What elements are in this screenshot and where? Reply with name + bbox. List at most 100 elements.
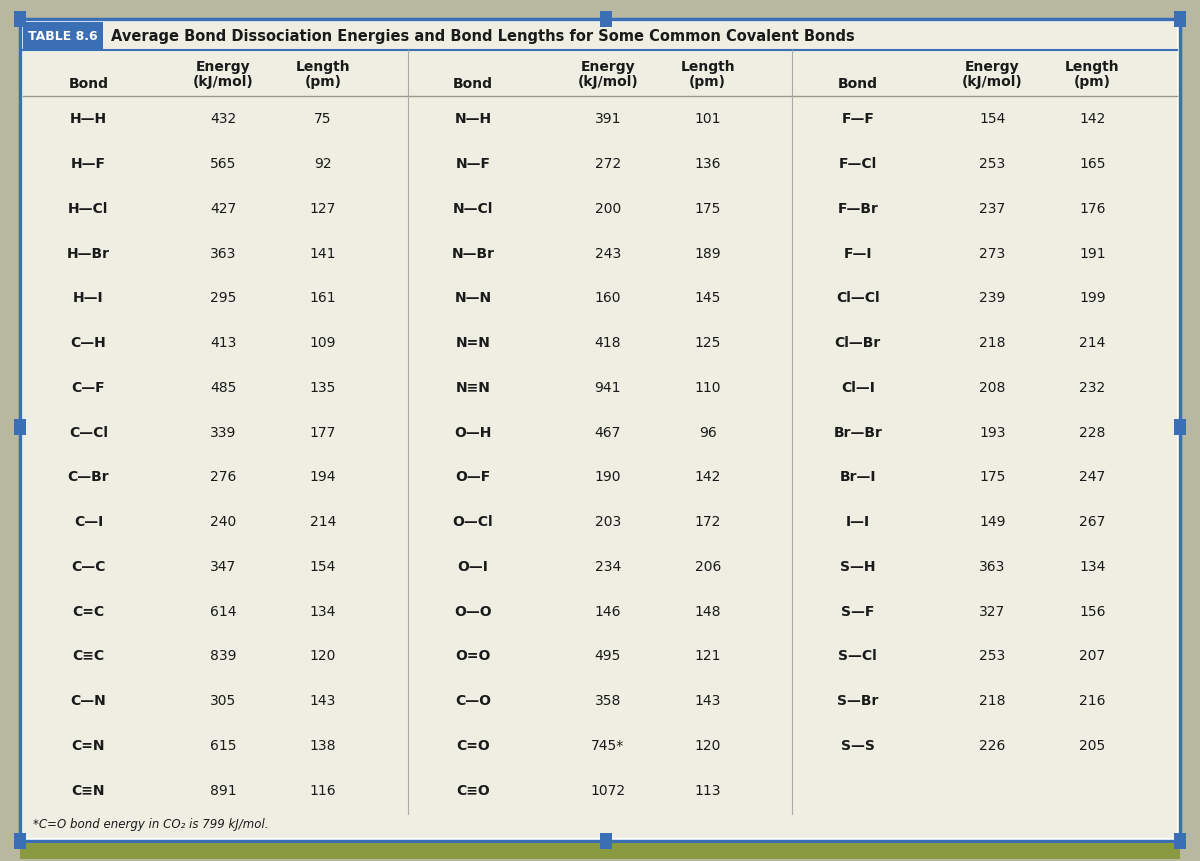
Text: 363: 363: [979, 560, 1006, 573]
Text: H—F: H—F: [71, 157, 106, 171]
Text: C—H: C—H: [71, 336, 107, 350]
Text: 101: 101: [695, 112, 721, 127]
Text: 240: 240: [210, 515, 236, 529]
Text: Bond: Bond: [68, 77, 108, 91]
Text: 273: 273: [979, 246, 1006, 260]
Text: 177: 177: [310, 425, 336, 439]
Text: 120: 120: [310, 648, 336, 663]
Text: 127: 127: [310, 201, 336, 215]
Text: Average Bond Dissociation Energies and Bond Lengths for Some Common Covalent Bon: Average Bond Dissociation Energies and B…: [112, 29, 854, 45]
Text: Br—Br: Br—Br: [833, 425, 882, 439]
Text: 156: 156: [1079, 604, 1105, 618]
Text: 276: 276: [210, 470, 236, 484]
Text: 96: 96: [698, 425, 716, 439]
Text: C=C: C=C: [72, 604, 104, 618]
Text: 485: 485: [210, 381, 236, 394]
Text: 176: 176: [1079, 201, 1105, 215]
Text: 161: 161: [310, 291, 336, 305]
Text: F—Br: F—Br: [838, 201, 878, 215]
Bar: [600, 12, 612, 28]
Text: S—Br: S—Br: [838, 693, 878, 707]
Text: 141: 141: [310, 246, 336, 260]
Text: 339: 339: [210, 425, 236, 439]
Text: 148: 148: [695, 604, 721, 618]
Text: 216: 216: [1079, 693, 1105, 707]
Text: N—Br: N—Br: [451, 246, 494, 260]
Text: 175: 175: [979, 470, 1006, 484]
Text: 565: 565: [210, 157, 236, 171]
Bar: [1174, 419, 1186, 436]
Text: 190: 190: [594, 470, 620, 484]
Text: Length: Length: [295, 60, 350, 74]
Text: 1072: 1072: [590, 783, 625, 796]
Text: 253: 253: [979, 157, 1006, 171]
Text: 247: 247: [1079, 470, 1105, 484]
Text: N—Cl: N—Cl: [452, 201, 493, 215]
Text: 146: 146: [594, 604, 620, 618]
Text: 135: 135: [310, 381, 336, 394]
Text: 427: 427: [210, 201, 236, 215]
Text: 125: 125: [695, 336, 721, 350]
Text: 145: 145: [695, 291, 721, 305]
Text: 160: 160: [594, 291, 620, 305]
Text: N—F: N—F: [456, 157, 491, 171]
Text: N—H: N—H: [455, 112, 492, 127]
Text: 110: 110: [695, 381, 721, 394]
Text: C≡N: C≡N: [72, 783, 106, 796]
Text: 214: 214: [310, 515, 336, 529]
Text: 121: 121: [695, 648, 721, 663]
Text: O—F: O—F: [456, 470, 491, 484]
Text: 172: 172: [695, 515, 721, 529]
Text: 200: 200: [594, 201, 620, 215]
Text: 941: 941: [594, 381, 620, 394]
Text: Br—I: Br—I: [840, 470, 876, 484]
Text: 363: 363: [210, 246, 236, 260]
Text: 467: 467: [594, 425, 620, 439]
Text: (pm): (pm): [305, 75, 342, 90]
Text: *C=O bond energy in CO₂ is 799 kJ/mol.: *C=O bond energy in CO₂ is 799 kJ/mol.: [34, 818, 269, 831]
Text: 149: 149: [979, 515, 1006, 529]
Text: 113: 113: [695, 783, 721, 796]
Bar: [14, 833, 26, 849]
Text: Cl—Cl: Cl—Cl: [836, 291, 880, 305]
Text: F—F: F—F: [841, 112, 874, 127]
Text: 143: 143: [695, 693, 721, 707]
Text: C—Br: C—Br: [67, 470, 109, 484]
Text: 165: 165: [1079, 157, 1105, 171]
Text: N=N: N=N: [456, 336, 491, 350]
Text: 205: 205: [1079, 738, 1105, 752]
Text: 226: 226: [979, 738, 1006, 752]
Text: H—Br: H—Br: [67, 246, 110, 260]
Text: 305: 305: [210, 693, 236, 707]
Text: Cl—Br: Cl—Br: [835, 336, 881, 350]
Text: O=O: O=O: [455, 648, 491, 663]
Text: 134: 134: [310, 604, 336, 618]
Text: 253: 253: [979, 648, 1006, 663]
Text: (pm): (pm): [689, 75, 726, 90]
Text: 206: 206: [695, 560, 721, 573]
Text: 199: 199: [1079, 291, 1105, 305]
Text: Energy: Energy: [196, 60, 251, 74]
Text: H—H: H—H: [70, 112, 107, 127]
Text: C≡C: C≡C: [72, 648, 104, 663]
Text: C—N: C—N: [71, 693, 107, 707]
Text: Cl—I: Cl—I: [841, 381, 875, 394]
Text: 116: 116: [310, 783, 336, 796]
Text: Length: Length: [1066, 60, 1120, 74]
Text: 136: 136: [695, 157, 721, 171]
Text: C=N: C=N: [72, 738, 106, 752]
Text: 134: 134: [1079, 560, 1105, 573]
Text: I—I: I—I: [846, 515, 870, 529]
Text: (kJ/mol): (kJ/mol): [577, 75, 638, 90]
Text: Length: Length: [680, 60, 736, 74]
Text: 495: 495: [594, 648, 620, 663]
Text: 138: 138: [310, 738, 336, 752]
Text: C=O: C=O: [456, 738, 490, 752]
Text: 218: 218: [979, 693, 1006, 707]
Text: 745*: 745*: [592, 738, 624, 752]
Text: S—S: S—S: [841, 738, 875, 752]
Text: H—Cl: H—Cl: [68, 201, 108, 215]
Text: C—Cl: C—Cl: [68, 425, 108, 439]
Text: 142: 142: [695, 470, 721, 484]
Bar: [20, 843, 1180, 859]
